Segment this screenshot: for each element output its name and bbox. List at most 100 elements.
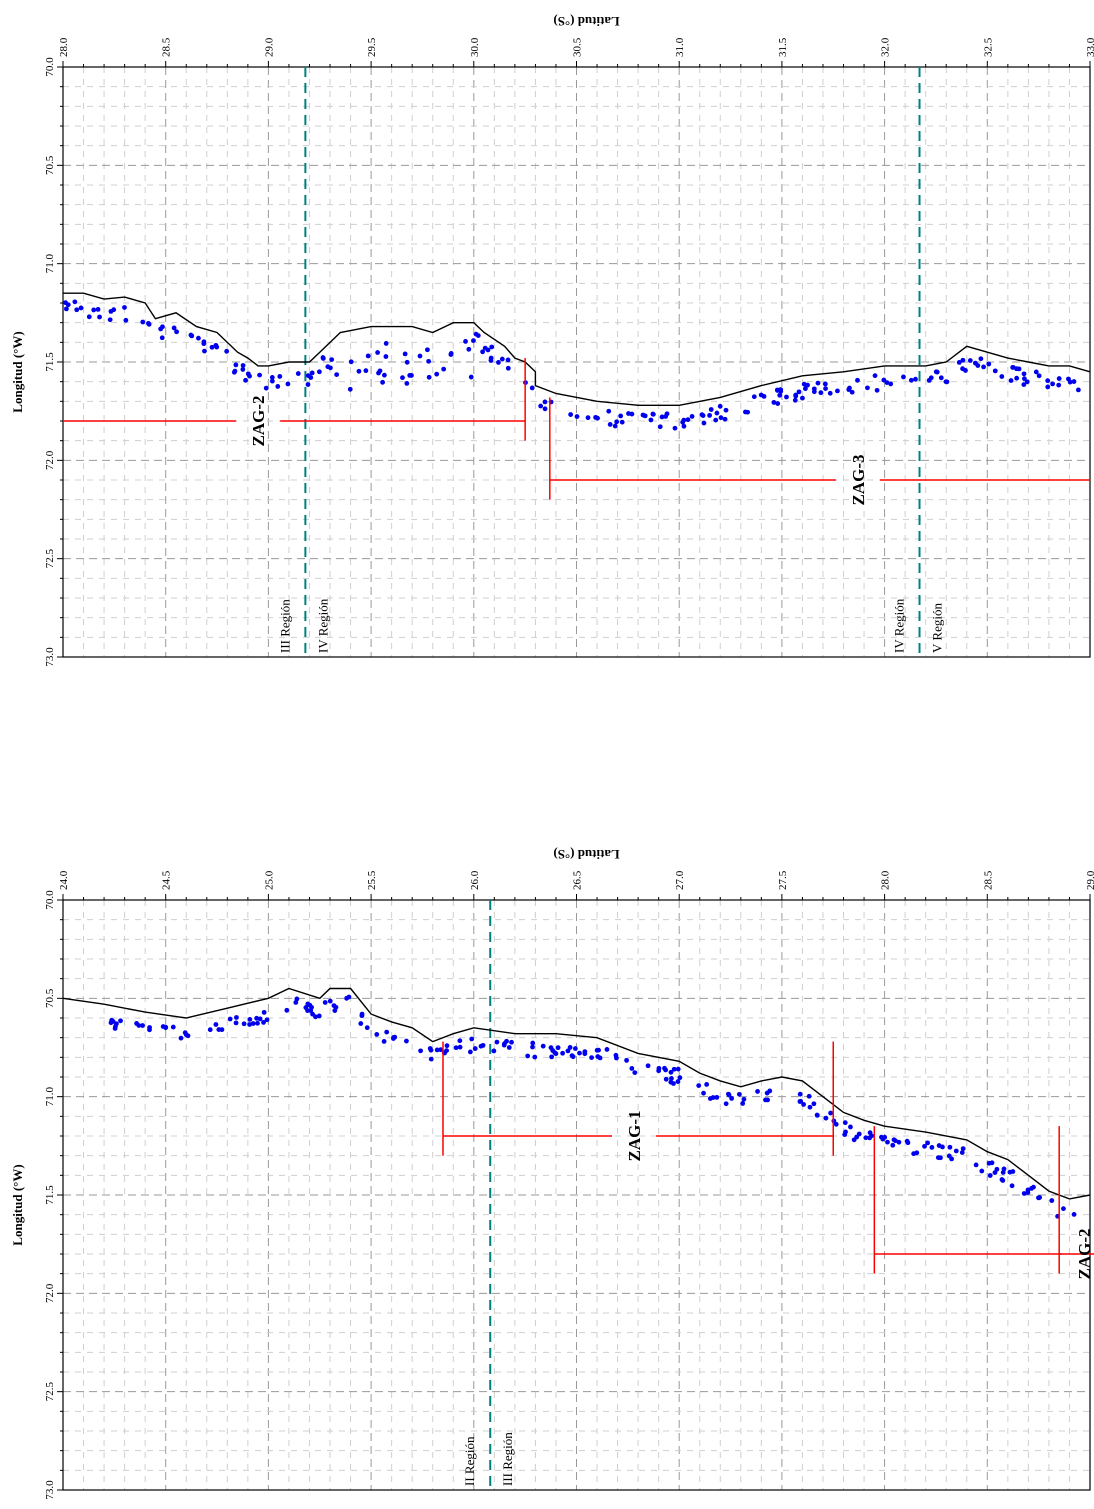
data-point [619,419,625,425]
data-point [663,1076,669,1082]
y-tick-label: 70.5 [44,988,56,1008]
data-point [303,1005,309,1010]
data-point [247,1022,253,1027]
chart-panel-2: 24.0 24.5 25.0 25.5 26.0 26.5 27.0 27.5 28.0 28.5… [10,847,1094,1500]
data-point [1036,373,1042,379]
data-point [708,407,714,412]
data-point [438,1047,444,1053]
data-point [943,379,949,385]
data-point [707,1096,713,1101]
data-point [171,325,177,331]
data-point [471,338,476,343]
data-point [685,417,691,423]
data-point [663,1067,669,1073]
data-point [767,1088,773,1094]
data-point [572,1046,578,1051]
data-point [426,358,432,364]
data-point [612,423,618,429]
y-tick-label: 72.5 [44,1382,56,1402]
data-point [86,314,92,320]
data-point [632,1070,638,1075]
data-point [577,1050,582,1056]
data-point [801,1102,806,1107]
data-point [629,1066,635,1071]
data-point [856,1131,862,1137]
data-point [659,414,665,420]
data-point [802,386,808,392]
data-point [480,349,486,355]
data-point [250,1021,256,1026]
data-point [538,403,544,409]
data-point [473,331,479,337]
data-point [761,393,767,399]
data-point [549,1054,555,1060]
data-point [560,1050,566,1056]
data-point [329,357,335,363]
data-point [582,1051,588,1057]
data-point [219,1027,225,1033]
data-point [567,1045,573,1050]
data-point [723,1101,729,1107]
data-point [848,1124,853,1130]
data-point [726,1092,732,1098]
data-point [1014,375,1020,381]
data-point [147,1025,152,1030]
data-point [1050,381,1055,387]
data-point [892,1138,898,1144]
data-point [596,1047,601,1053]
data-point [846,387,852,392]
y-tick-label: 72.0 [44,1283,56,1303]
data-point [604,1047,610,1052]
data-point [404,359,410,365]
data-point [63,306,69,312]
y-tick-label: 71.0 [44,254,56,274]
data-point [1056,376,1062,381]
data-point [478,1043,484,1049]
y-tick-label: 70.0 [44,890,56,910]
data-point [201,339,207,345]
data-point [926,377,932,383]
data-point [1036,1195,1041,1201]
data-point [986,361,992,367]
data-point [818,390,824,396]
data-point [434,371,440,377]
data-point [427,1046,433,1051]
data-point [874,387,880,393]
data-point [261,1020,266,1025]
region-label-right: III Región [500,1432,515,1486]
data-point [245,371,251,377]
data-point [145,321,151,326]
data-point [356,368,362,374]
data-point [529,385,535,391]
data-point [872,373,878,379]
data-point [981,364,986,370]
data-point [494,1039,500,1045]
data-point [196,335,201,341]
data-point [163,1025,169,1031]
data-point [593,414,599,420]
data-point [108,309,114,314]
data-point [704,1082,710,1087]
zone-zag-3: ZAG-3 [549,397,1090,506]
data-point [269,378,275,384]
data-point [364,1025,370,1031]
data-point [713,417,719,423]
data-point [1049,1198,1055,1203]
data-point [377,368,383,374]
data-point [1010,365,1016,370]
data-point [1024,379,1030,385]
data-point [347,386,353,392]
data-point [934,369,940,375]
data-point [334,372,340,377]
data-point [1033,369,1039,375]
x-tick-label: 32.0 [880,37,892,57]
data-point [243,377,248,383]
data-point [911,1151,917,1157]
data-point [777,392,783,398]
data-point [434,1047,440,1053]
data-point [542,399,548,405]
data-point [771,400,777,405]
x-tick-label: 25.5 [366,870,378,890]
data-point [1008,378,1014,383]
